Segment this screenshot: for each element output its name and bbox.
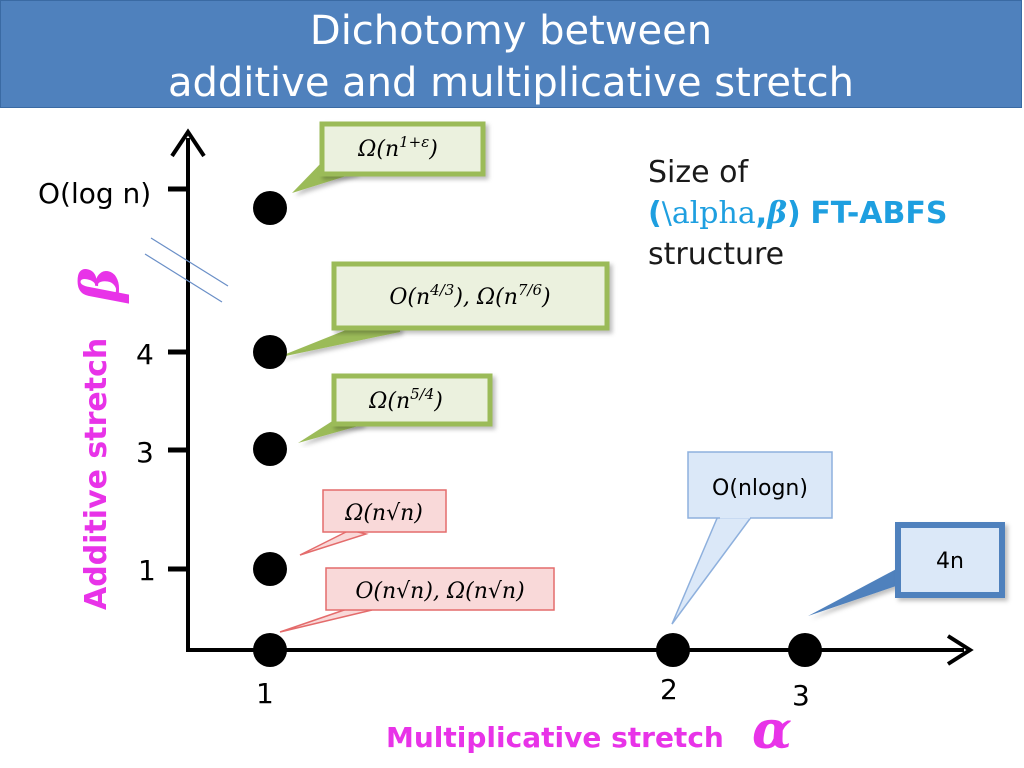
note-label: FT-ABFS [810, 196, 948, 231]
point-1 [253, 552, 287, 586]
svg-text:Ω(n1+ε): Ω(n1+ε) [357, 133, 438, 162]
callout-one: Ω(n√n) [299, 489, 447, 556]
title-line-2: additive and multiplicative stretch [167, 60, 855, 106]
callout-three: Ω(n5/4) [298, 373, 493, 443]
callout-nlogn: O(nlogn) [671, 451, 833, 625]
y-tick-label-1: 1 [138, 554, 156, 587]
note-line-3: structure [648, 237, 785, 272]
y-tick-label-4: 4 [136, 338, 154, 371]
note-alpha: \alpha [661, 196, 756, 231]
callout-nlogn-text: O(nlogn) [712, 476, 808, 501]
callout-logn: Ω(n1+ε) [292, 121, 486, 193]
callout-4n-text: 4n [936, 549, 964, 574]
point-origin [253, 633, 287, 667]
callout-4n: 4n [808, 522, 1005, 616]
title-banner: Dichotomy between additive and multiplic… [0, 0, 1022, 108]
x-axis-arrowhead [946, 634, 974, 666]
note-line-1: Size of [648, 155, 749, 190]
point-x2 [656, 633, 690, 667]
x-tick-label-3: 3 [792, 679, 810, 712]
title-line-1: Dichotomy between [309, 8, 713, 54]
point-3 [253, 432, 287, 466]
note-comma: , [755, 196, 768, 231]
x-axis-alpha-symbol: α [752, 700, 792, 761]
callout-zero: O(n√n), Ω(n√n) [279, 567, 555, 633]
y-axis-title: Additive stretch [79, 338, 114, 610]
y-tick-label-3: 3 [136, 436, 154, 469]
size-note: Size of (\alpha,β) FT-ABFS structure [648, 152, 948, 275]
x-axis-title: Multiplicative stretch [386, 721, 724, 754]
axis-break-mark [144, 253, 223, 303]
note-paren-open: ( [648, 196, 662, 231]
note-beta: β [767, 196, 788, 231]
svg-text:O(n√n), Ω(n√n): O(n√n), Ω(n√n) [355, 579, 524, 604]
x-tick-label-1: 1 [256, 677, 274, 710]
point-4 [253, 335, 287, 369]
note-paren-close: ) [787, 196, 801, 231]
callout-four: O(n4/3), Ω(n7/6) [276, 261, 610, 358]
axis-break-mark [150, 237, 229, 287]
point-logn [253, 191, 287, 225]
y-axis-arrowhead [170, 128, 206, 158]
y-tick-label-logn: O(log n) [38, 177, 151, 210]
svg-text:Ω(n√n): Ω(n√n) [344, 501, 423, 526]
note-line-2: (\alpha,β) FT-ABFS [648, 193, 948, 234]
y-axis-beta-symbol: β [70, 267, 131, 304]
point-x3 [788, 633, 822, 667]
x-tick-label-2: 2 [660, 673, 678, 706]
